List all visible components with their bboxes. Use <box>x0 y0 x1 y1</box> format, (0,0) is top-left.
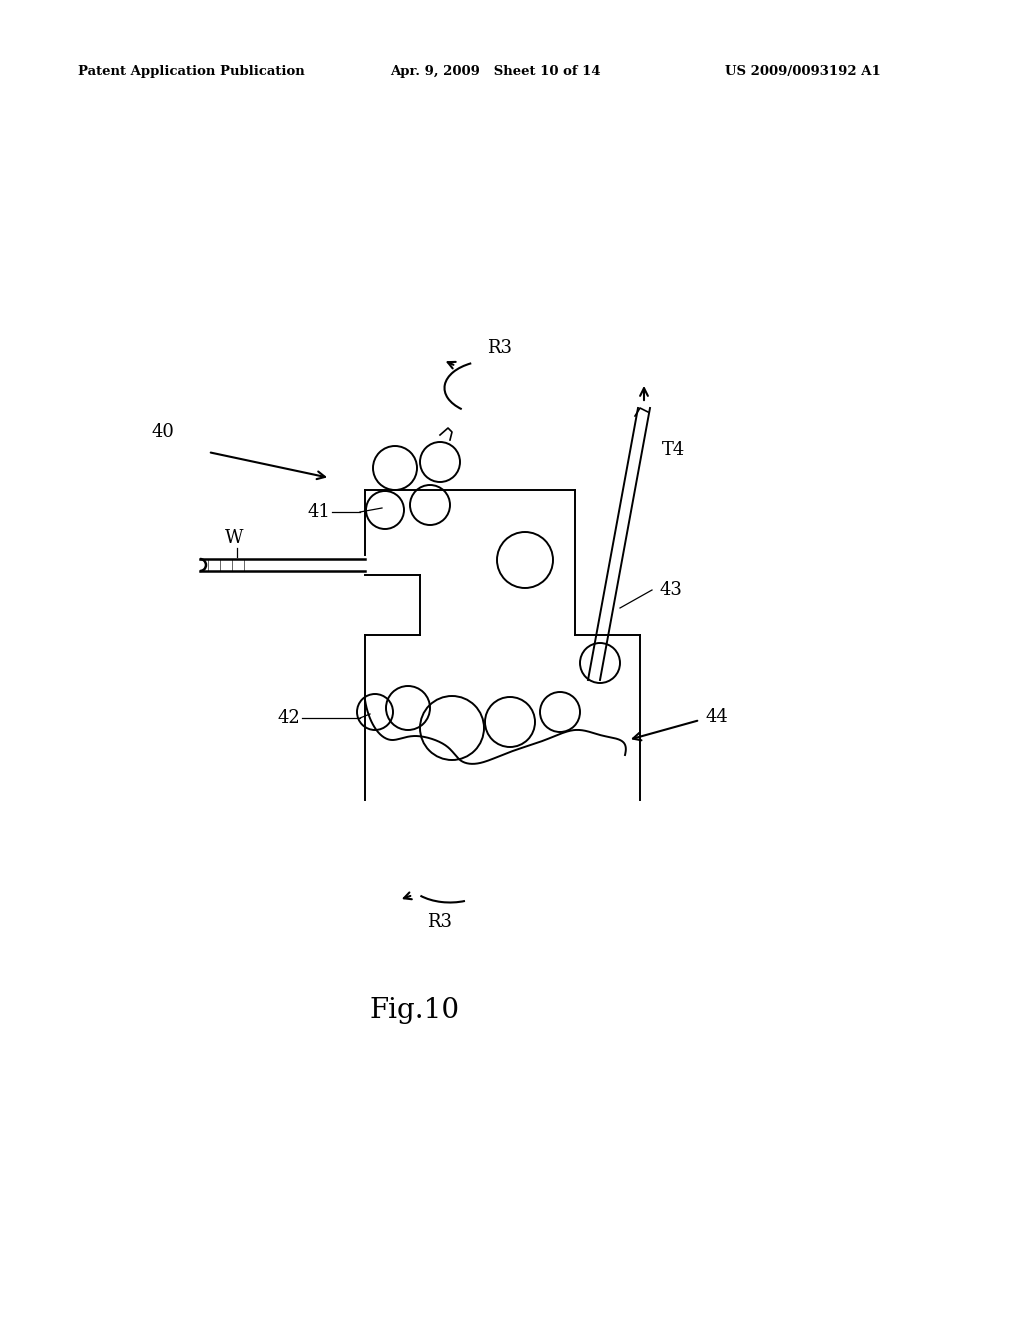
Text: 44: 44 <box>706 708 729 726</box>
Text: 40: 40 <box>152 422 174 441</box>
Text: Apr. 9, 2009   Sheet 10 of 14: Apr. 9, 2009 Sheet 10 of 14 <box>390 66 601 78</box>
Text: US 2009/0093192 A1: US 2009/0093192 A1 <box>725 66 881 78</box>
Text: 41: 41 <box>307 503 330 521</box>
Text: R3: R3 <box>487 339 512 356</box>
Text: T4: T4 <box>662 441 685 459</box>
Text: R3: R3 <box>427 913 453 931</box>
Text: 42: 42 <box>278 709 300 727</box>
Text: W: W <box>225 529 244 546</box>
Text: 43: 43 <box>660 581 683 599</box>
Text: Patent Application Publication: Patent Application Publication <box>78 66 305 78</box>
Text: Fig.10: Fig.10 <box>370 997 460 1023</box>
